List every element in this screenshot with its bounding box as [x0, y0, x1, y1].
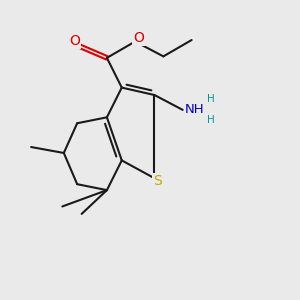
Text: H: H [207, 94, 215, 104]
Text: H: H [207, 115, 215, 125]
Text: O: O [133, 31, 144, 45]
Text: S: S [153, 174, 162, 188]
Text: NH: NH [185, 103, 205, 116]
Text: O: O [69, 34, 80, 48]
